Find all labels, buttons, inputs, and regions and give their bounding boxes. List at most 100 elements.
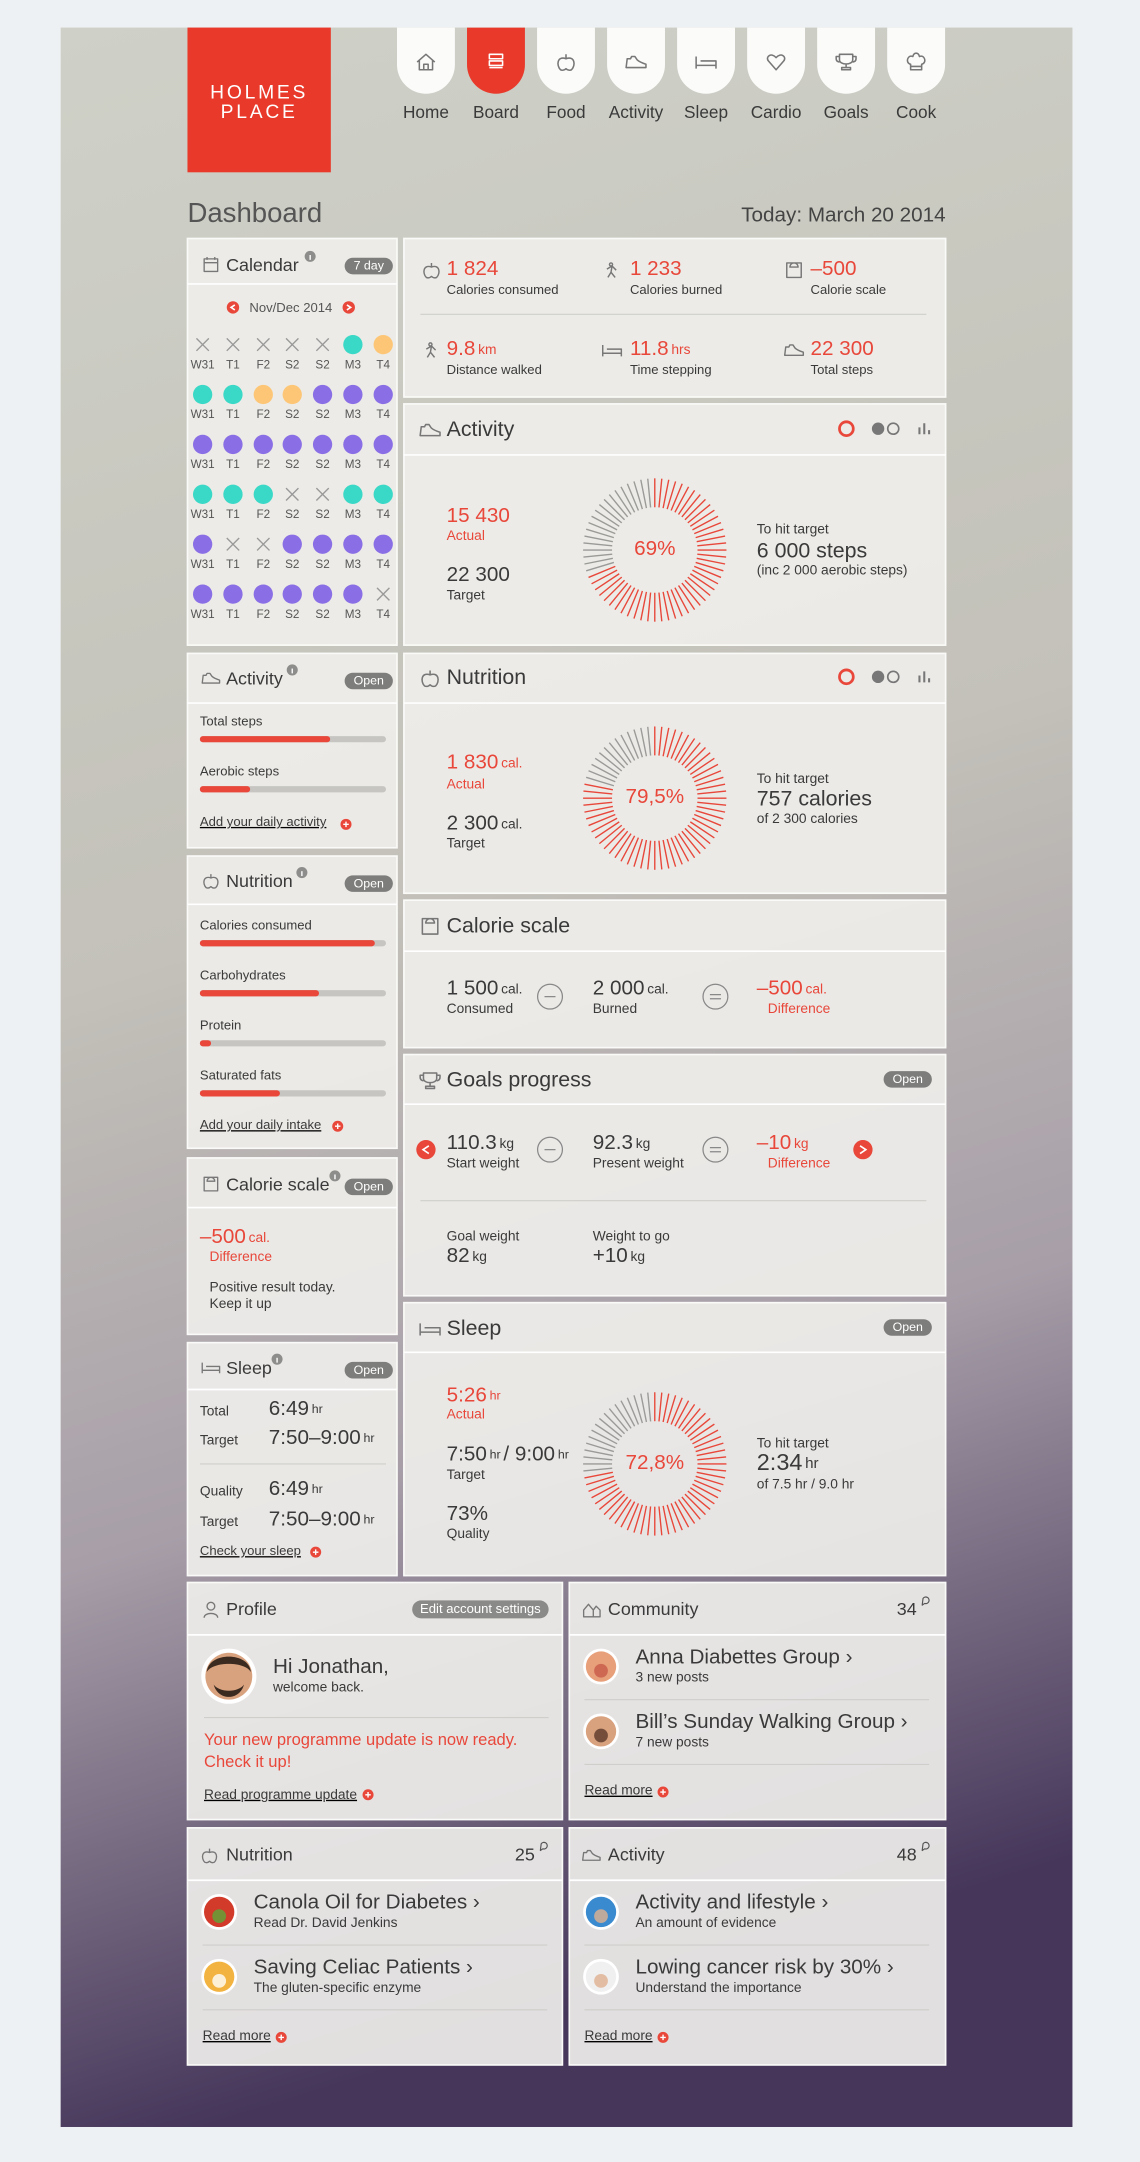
goal-note: of 2 300 calories	[757, 810, 858, 825]
gauge-tick	[666, 1504, 677, 1533]
gauge-tick	[591, 763, 618, 779]
view-toggle[interactable]	[838, 420, 855, 437]
icon	[201, 672, 221, 684]
day-label: S2	[315, 558, 329, 571]
arrow-button[interactable]	[226, 301, 240, 314]
row-value: 7:50–9:00 hr	[269, 1427, 375, 1450]
goal: 757 calories	[757, 786, 872, 810]
day-label: T4	[376, 558, 390, 571]
view-toggle[interactable]	[871, 422, 885, 435]
arrow-button[interactable]	[853, 1139, 873, 1160]
view-toggle[interactable]	[918, 671, 931, 683]
nav-tab[interactable]	[397, 27, 455, 94]
calendar-day	[343, 534, 363, 554]
nav-label: Food	[546, 102, 585, 122]
gauge-tick	[608, 1408, 629, 1432]
arrow-button[interactable]	[416, 1139, 436, 1160]
gauge-tick	[695, 776, 724, 787]
view-toggle[interactable]	[871, 670, 885, 684]
view-toggle[interactable]	[838, 668, 855, 686]
day-label: T1	[226, 508, 240, 521]
gauge-tick	[662, 479, 670, 509]
day-label: M3	[345, 458, 361, 471]
panel-title: Community	[608, 1599, 699, 1619]
badge	[344, 875, 393, 892]
message: Check it up!	[204, 1752, 291, 1771]
day-label: W31	[191, 608, 215, 621]
day-label: S2	[285, 508, 299, 521]
logo	[187, 27, 331, 173]
stat-label: Calorie scale	[811, 282, 887, 297]
feed-sub: Understand the importance	[635, 1979, 801, 1994]
metric-label: Present weight	[593, 1155, 684, 1170]
view-toggle[interactable]	[918, 423, 931, 435]
panel-title: Activity	[608, 1844, 665, 1864]
operator	[709, 1146, 721, 1153]
day-label: W31	[191, 558, 215, 571]
row-label: Total	[200, 1403, 229, 1418]
gauge-tick	[588, 521, 616, 535]
target-value: 22 300	[447, 564, 510, 587]
feed-title: Anna Diabettes Group ›	[635, 1646, 852, 1669]
panel	[403, 237, 947, 398]
gauge-tick	[620, 1501, 636, 1528]
count: 25	[515, 1844, 535, 1864]
calendar-day	[223, 484, 243, 504]
panel-title: Calorie scale	[226, 1174, 330, 1194]
day-label: T4	[376, 458, 390, 471]
badge-label: Open	[893, 1320, 923, 1334]
feed-sub: 3 new posts	[635, 1669, 709, 1684]
gauge-tick	[614, 1499, 632, 1524]
feed-sub: Understand the importance	[635, 1979, 801, 1994]
target-label: Target	[447, 1467, 485, 1482]
gauge-tick	[608, 830, 629, 854]
button[interactable]	[412, 1600, 549, 1619]
count: 48	[897, 1844, 917, 1864]
stat-label: Calories burned	[630, 282, 722, 297]
gauge-tick	[696, 783, 726, 791]
gauge-tick	[684, 579, 706, 602]
quality-value: 73%	[447, 1502, 488, 1525]
nav-tab[interactable]	[747, 27, 806, 94]
link: Add your daily intake	[200, 1118, 321, 1133]
message: Your new programme update is now ready.	[204, 1730, 517, 1749]
panel-title: Activity	[608, 1844, 665, 1864]
link: Read programme update	[204, 1786, 357, 1801]
calendar-day	[253, 434, 273, 455]
greeting: Hi Jonathan,	[273, 1655, 389, 1678]
gauge-tick	[696, 1471, 726, 1479]
nav-tab[interactable]	[607, 27, 665, 94]
view-toggle	[886, 670, 900, 684]
stat-value: 22 300	[811, 338, 874, 361]
nav-tab[interactable]	[817, 27, 876, 94]
gauge-tick	[608, 1496, 629, 1520]
stat-label: Total steps	[811, 362, 874, 377]
bar	[199, 1040, 212, 1047]
arrow-button[interactable]	[342, 301, 355, 314]
day-label: T1	[226, 558, 240, 571]
button-label: Edit account settings	[420, 1602, 541, 1617]
calendar-day-empty	[315, 487, 330, 502]
feed-sub: 3 new posts	[635, 1669, 709, 1684]
gauge-tick	[658, 840, 663, 870]
arrow-button	[346, 304, 353, 311]
feed-title: Bill’s Sunday Walking Group ›	[635, 1711, 907, 1734]
calendar-day	[343, 384, 363, 405]
metric-value: –500	[757, 977, 803, 1000]
gauge-tick	[647, 592, 652, 622]
calendar-day	[223, 384, 243, 405]
row-value: 7:50–9:00	[269, 1427, 361, 1450]
stat-label: Calories burned	[630, 282, 722, 297]
feed-title: Anna Diabettes Group ›	[635, 1646, 852, 1669]
nav-tab[interactable]	[887, 27, 946, 94]
nav-tab[interactable]	[537, 27, 595, 94]
gauge-tick	[666, 838, 677, 867]
gauge-tick	[677, 585, 696, 610]
icon	[421, 917, 439, 935]
gauge-tick	[674, 1400, 690, 1427]
panel-title: Calendar	[226, 255, 299, 275]
gauge-tick	[583, 801, 613, 806]
gauge-tick	[614, 585, 632, 610]
panel-title: Profile	[226, 1599, 277, 1619]
bar	[199, 736, 331, 743]
